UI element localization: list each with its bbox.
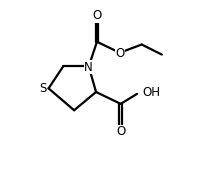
- Text: O: O: [115, 47, 124, 60]
- Text: O: O: [92, 9, 102, 22]
- Text: S: S: [39, 82, 47, 95]
- Text: OH: OH: [142, 86, 160, 99]
- Text: N: N: [84, 61, 93, 74]
- Text: O: O: [116, 125, 125, 138]
